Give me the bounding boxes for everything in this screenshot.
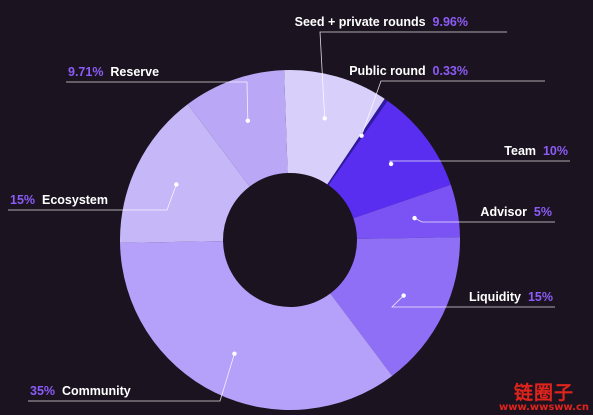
slice-ecosystem: [120, 104, 250, 243]
slice-liquidity: [330, 237, 460, 376]
label-name: Reserve: [110, 65, 159, 79]
label-percent: 9.96%: [433, 15, 468, 29]
leader-dot-advisor: [412, 215, 417, 221]
label-name: Seed + private rounds: [295, 15, 426, 29]
label-name: Advisor: [480, 205, 527, 219]
leader-dot-reserve: [245, 118, 251, 123]
watermark-logo: 链圈子: [513, 382, 574, 404]
leader-dot-liquidity: [401, 293, 406, 298]
label-percent: 5%: [534, 205, 552, 219]
watermark-url: www.wwsww.cn: [499, 402, 589, 413]
label-name: Team: [504, 144, 536, 158]
leader-dot-seed-private-rounds: [322, 116, 327, 121]
leader-line-community: [28, 353, 235, 402]
label-percent: 35%: [30, 384, 55, 398]
slice-team: [328, 100, 451, 219]
label-percent: 0.33%: [433, 64, 468, 78]
leader-dot-community: [232, 351, 237, 356]
label-name: Community: [62, 384, 131, 398]
leader-dot-team: [388, 161, 394, 167]
label-name: Liquidity: [469, 290, 521, 304]
label-advisor: Advisor 5%: [480, 205, 552, 219]
label-reserve: 9.71% Reserve: [68, 65, 159, 79]
leader-line-ecosystem: [8, 184, 177, 211]
slice-seed-private-rounds: [284, 70, 385, 185]
slice-public-round: [327, 98, 388, 186]
label-leader-lines: [8, 31, 570, 402]
label-percent: 10%: [543, 144, 568, 158]
donut-slices: [120, 70, 460, 410]
leader-line-liquidity: [391, 295, 555, 308]
slice-labels: Seed + private rounds 9.96% Public round …: [10, 15, 568, 398]
label-ecosystem: 15% Ecosystem: [10, 193, 108, 207]
slice-advisor: [353, 184, 460, 239]
label-community: 35% Community: [30, 384, 131, 398]
label-percent: 9.71%: [68, 65, 103, 79]
label-team: Team 10%: [504, 144, 568, 158]
label-liquidity: Liquidity 15%: [469, 290, 553, 304]
label-name: Public round: [349, 64, 425, 78]
slice-community: [120, 241, 393, 410]
leader-line-public-round: [361, 80, 545, 136]
label-seed-private-rounds: Seed + private rounds 9.96%: [295, 15, 468, 29]
leader-line-advisor: [414, 217, 555, 223]
label-public-round: Public round 0.33%: [349, 64, 468, 78]
leader-dot-public-round: [359, 133, 364, 138]
watermark: 链圈子 www.wwsww.cn: [499, 384, 589, 413]
leader-line-reserve: [66, 81, 249, 121]
leader-dot-ecosystem: [174, 182, 179, 187]
leader-line-seed-private-rounds: [319, 31, 507, 119]
label-percent: 15%: [10, 193, 35, 207]
slice-reserve: [187, 70, 288, 187]
label-name: Ecosystem: [42, 193, 108, 207]
label-percent: 15%: [528, 290, 553, 304]
